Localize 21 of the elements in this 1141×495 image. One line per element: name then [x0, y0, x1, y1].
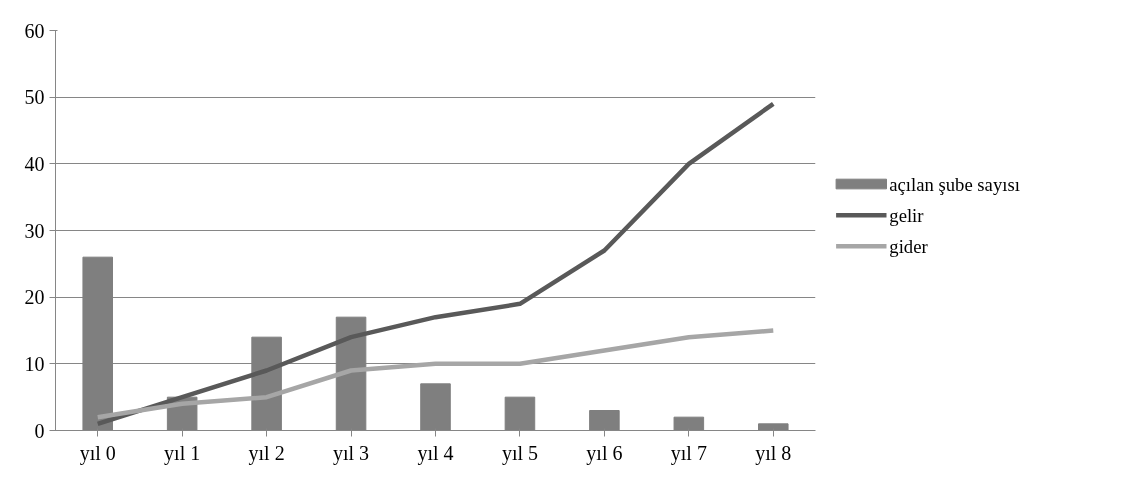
y-tick-label: 40 [24, 152, 45, 175]
x-tick-label: yıl 1 [164, 441, 201, 465]
y-tick-label: 0 [34, 419, 45, 442]
y-tick-label: 10 [24, 352, 45, 375]
x-tick-label: yıl 3 [333, 441, 370, 465]
x-tick-label: yıl 5 [501, 441, 539, 465]
legend-label: gelir [889, 204, 925, 226]
y-tick-label: 60 [24, 19, 45, 42]
x-tick-label: yıl 7 [670, 441, 707, 465]
legend-label: açılan şube sayısı [889, 173, 1020, 195]
x-tick-label: yıl 2 [248, 441, 285, 465]
x-tick-label: yıl 4 [417, 441, 454, 465]
legend-label: gider [889, 235, 929, 257]
x-tick-label: yıl 0 [79, 441, 116, 465]
y-tick-label: 30 [24, 219, 45, 242]
line-series [95, 101, 776, 427]
y-tick-label: 50 [24, 86, 45, 109]
line-series [95, 328, 776, 420]
x-tick-label: yıl 6 [586, 441, 623, 465]
y-tick-label: 20 [24, 286, 45, 309]
x-tick-label: yıl 8 [755, 441, 792, 465]
